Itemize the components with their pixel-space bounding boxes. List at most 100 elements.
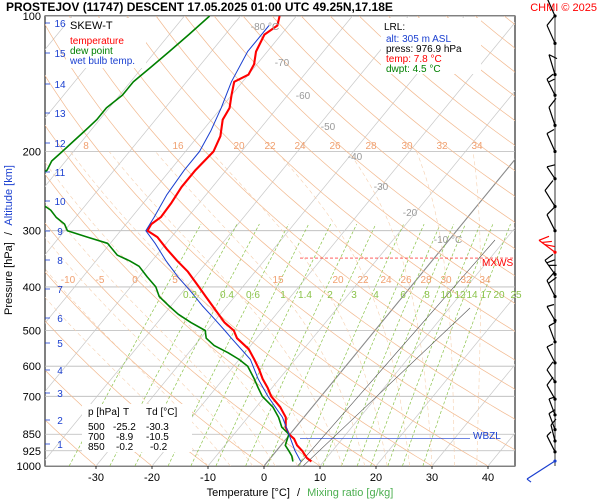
isotherm	[45, 16, 129, 119]
adiabat-label: 0	[132, 275, 138, 286]
mixing-ratio-label: 0.2	[183, 290, 197, 301]
dry-adiabat	[45, 74, 489, 466]
wind-barb-feather	[548, 396, 556, 400]
wind-barb-shaft	[546, 166, 556, 180]
wind-barb-feather	[538, 235, 550, 241]
moist-adiabat	[45, 161, 298, 466]
lrl-temp: temp: 7.8 °C	[386, 54, 442, 65]
wbzl-label: WBZL	[473, 431, 501, 442]
pressure-tick-label: 1000	[17, 461, 41, 473]
wind-barb-dot	[553, 41, 557, 45]
legend-title: SKEW-T	[70, 20, 113, 32]
table-row-500-p: 500	[88, 422, 105, 433]
legend-box	[66, 18, 146, 68]
wind-barb-dot	[553, 123, 557, 127]
grid-labels: -30 -20 -10 0 10 20 30 401002003004005006007008…	[17, 11, 522, 484]
mxws-label: MXWS	[482, 258, 513, 269]
isotherm-label: -60	[296, 91, 311, 102]
pressure-tick-label: 300	[23, 226, 41, 238]
y-axis-label-pressure: Pressure [hPa]	[3, 242, 15, 315]
mixing-ratio-line	[402, 223, 494, 466]
mixing-ratio-label: 25	[510, 290, 522, 301]
adiabat-label: 24	[380, 275, 392, 286]
wind-barb	[546, 73, 557, 97]
wind-barb-dot	[553, 177, 557, 181]
table-header-td: Td [°C]	[146, 407, 177, 418]
pressure-tick-label: 925	[23, 446, 41, 458]
wind-barb-shaft	[548, 413, 556, 430]
wind-barb-feather	[546, 431, 552, 437]
wind-barb	[546, 361, 557, 384]
altitude-tick-label: 15	[54, 49, 66, 60]
dry-adiabat	[45, 124, 433, 466]
wind-barb-feather	[541, 240, 552, 244]
isotherm-label: -30	[374, 182, 389, 193]
wind-barb-dot	[553, 361, 557, 365]
table-row-850-t: -0.2	[116, 442, 134, 453]
adiabat-label: 20	[233, 141, 245, 152]
isotherm	[45, 16, 185, 187]
svg-text:Pressure [hPa] / A: Pressure [hPa] / Altitude [km]	[3, 165, 15, 315]
mixing-ratio-label: 3	[351, 290, 357, 301]
wind-barb-feather	[544, 244, 555, 248]
sounding-profiles	[45, 16, 313, 463]
isotherm-label: -80 °C	[251, 22, 279, 33]
wind-barb-feather	[546, 14, 556, 26]
isotherm	[375, 295, 515, 466]
wind-barb	[546, 14, 557, 45]
dry-adiabat	[184, 16, 515, 304]
wind-barb-dot	[553, 149, 557, 154]
wind-barb-feather	[548, 54, 558, 60]
altitude-tick-label: 16	[54, 19, 66, 30]
wind-barb-feather	[548, 276, 557, 284]
moist-adiabat	[45, 268, 231, 466]
series-temperature	[146, 16, 313, 463]
wind-barb-feather	[548, 78, 555, 83]
wind-barb-dot	[553, 250, 557, 254]
wind-barb-dot	[553, 318, 557, 323]
altitude-tick-label: 2	[57, 416, 63, 427]
wind-barb	[546, 128, 557, 154]
table-row-500-td: -30.3	[146, 422, 169, 433]
adiabat-label: 22	[264, 141, 276, 152]
wind-barb-shaft	[546, 25, 556, 44]
adiabat-label: -5	[96, 275, 105, 286]
wind-barb-shaft	[546, 435, 556, 453]
isotherm	[544, 16, 600, 466]
dry-adiabat	[155, 16, 515, 332]
adiabat-label: 30	[401, 141, 413, 152]
wind-barb-dot	[553, 427, 557, 432]
wind-barb	[548, 54, 558, 77]
isotherm	[431, 364, 515, 466]
table-row-500-t: -25.2	[113, 422, 136, 433]
adiabat-label: 30	[440, 275, 452, 286]
wind-barb-dot	[553, 294, 557, 299]
lrl-title: LRL:	[384, 22, 405, 33]
wind-barb-feather	[546, 361, 554, 371]
y-axis-label-separator: /	[3, 231, 15, 235]
dry-adiabat	[45, 419, 97, 466]
adiabat-label: 5	[172, 275, 178, 286]
mixing-ratio-label: 17	[480, 290, 492, 301]
isotherm-label: -40	[348, 152, 363, 163]
wind-barb-feather	[548, 97, 557, 108]
isotherm	[45, 16, 241, 256]
altitude-tick-label: 8	[57, 256, 63, 267]
wind-barb-shaft	[544, 259, 556, 275]
legend-wet-bulb: wet bulb temp.	[69, 56, 135, 67]
mixing-ratio-line	[387, 223, 481, 466]
wind-barb-dot	[553, 229, 557, 233]
wind-barb-dot	[553, 73, 557, 77]
wind-barb-dot	[553, 439, 557, 443]
wind-barb-shaft	[546, 133, 556, 152]
altitude-tick-label: 9	[57, 227, 63, 238]
adiabat-label: 15	[272, 275, 284, 286]
chart-title: PROSTEJOV (11747) DESCENT 17.05.2025 01:…	[6, 0, 393, 14]
level-table: p [hPa] T Td [°C] 500 -25.2 -30.3 700 -8…	[82, 404, 192, 453]
mixing-ratio-line	[341, 223, 441, 466]
legend-dew-point: dew point	[70, 46, 113, 57]
mixing-ratio-label: 2	[327, 290, 333, 301]
mixing-ratio-line	[422, 223, 511, 466]
lrl-dwpt: dwpt: 4.5 °C	[386, 64, 441, 75]
isotherm	[263, 158, 515, 466]
